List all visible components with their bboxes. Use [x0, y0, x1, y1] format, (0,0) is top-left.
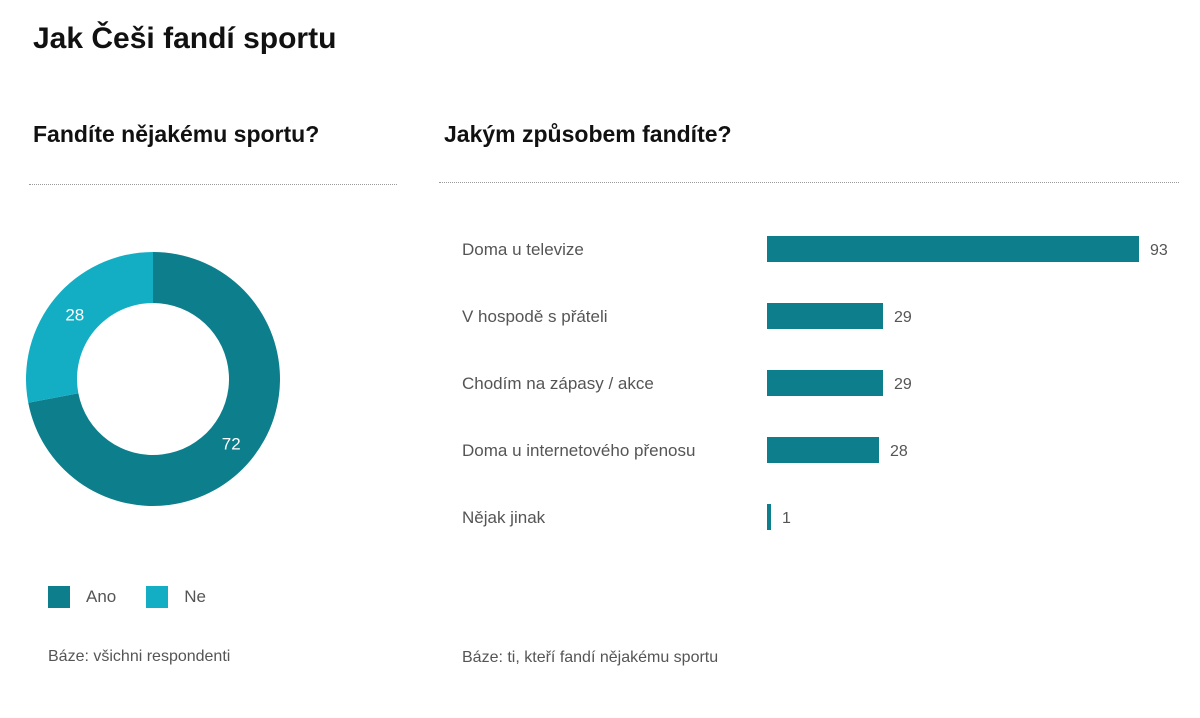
legend-swatch-ne: [146, 586, 169, 608]
bar-3-rect: [767, 370, 883, 396]
legend-label-ne: Ne: [184, 587, 206, 606]
donut-base-note: Báze: všichni respondenti: [48, 648, 231, 665]
legend-label-ano: Ano: [86, 587, 117, 606]
bar-base-note: Báze: ti, kteří fandí nějakému sportu: [462, 649, 719, 666]
bar-4-value-label: 28: [890, 443, 908, 460]
donut-legend: Ano Ne: [48, 586, 236, 608]
bar-1-category-label: Doma u televize: [462, 240, 584, 259]
legend-item-ne: Ne: [146, 586, 206, 608]
bar-5-value-label: 1: [782, 510, 791, 527]
page-title: Jak Češi fandí sportu: [33, 22, 337, 55]
bar-chart: Doma u televize 93 V hospodě s přáteli 29 Ch…: [462, 236, 1168, 530]
donut-slice-ano: [28, 252, 281, 506]
legend-item-ano: Ano: [48, 586, 116, 608]
right-divider: [439, 182, 1179, 183]
bar-4-category-label: Doma u internetového přenosu: [462, 441, 695, 460]
bar-5-category-label: Nějak jinak: [462, 508, 546, 527]
bar-3-value-label: 29: [894, 376, 912, 393]
bar-2-category-label: V hospodě s přáteli: [462, 307, 608, 326]
donut-chart-title: Fandíte nějakému sportu?: [33, 121, 320, 147]
bar-1-rect: [767, 236, 1139, 262]
legend-swatch-ano: [48, 586, 70, 608]
left-divider: [29, 184, 397, 185]
donut-chart: 72 28: [25, 252, 281, 506]
donut-value-label-ne: 28: [65, 305, 84, 324]
bar-4-rect: [767, 437, 879, 463]
donut-value-label-ano: 72: [222, 435, 241, 454]
bar-2-rect: [767, 303, 883, 329]
donut-slice-ne: [25, 252, 153, 403]
bar-5-rect: [767, 504, 771, 530]
bar-1-value-label: 93: [1150, 242, 1168, 259]
bar-3-category-label: Chodím na zápasy / akce: [462, 374, 654, 393]
bar-chart-title: Jakým způsobem fandíte?: [444, 121, 732, 147]
bar-2-value-label: 29: [894, 309, 912, 326]
